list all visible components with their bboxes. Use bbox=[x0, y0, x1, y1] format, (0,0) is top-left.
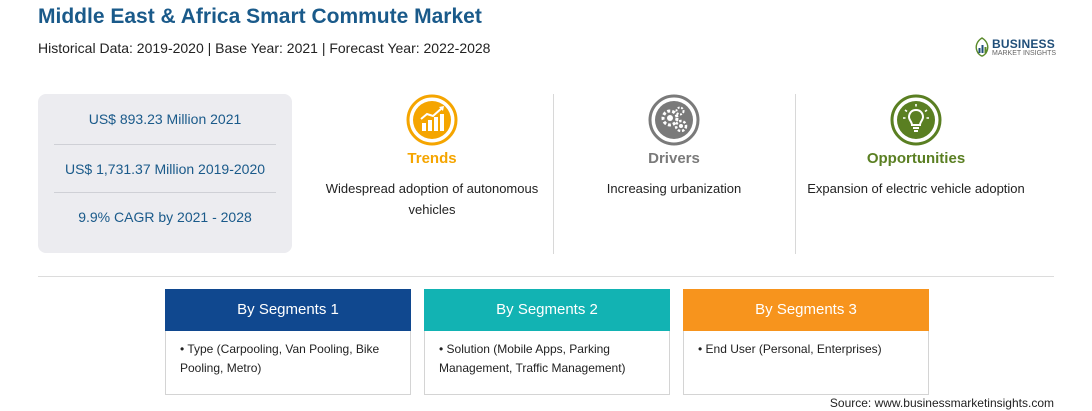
segment-card-2: By Segments 2 • Solution (Mobile Apps, P… bbox=[424, 289, 670, 395]
drivers-title: Drivers bbox=[648, 150, 700, 167]
stat-market-2021: US$ 893.23 Million 2021 bbox=[88, 111, 242, 127]
page-subtitle: Historical Data: 2019-2020 | Base Year: … bbox=[38, 40, 491, 56]
drivers-text: Increasing urbanization bbox=[606, 181, 742, 196]
trends-column: Trends Widespread adoption of autonomous… bbox=[312, 94, 552, 254]
opportunities-column: Opportunities Expansion of electric vehi… bbox=[796, 94, 1036, 254]
company-logo: BUSINESS MARKET INSIGHTS bbox=[974, 36, 1064, 60]
segment-1-item-text: Type (Carpooling, Van Pooling, Bike Pool… bbox=[180, 342, 380, 375]
segment-card-1: By Segments 1 • Type (Carpooling, Van Po… bbox=[165, 289, 411, 395]
segment-1-header: By Segments 1 bbox=[165, 289, 411, 331]
segment-2-header: By Segments 2 bbox=[424, 289, 670, 331]
stat-cagr: 9.9% CAGR by 2021 - 2028 bbox=[78, 209, 252, 225]
segment-2-item: • Solution (Mobile Apps, Parking Managem… bbox=[439, 342, 626, 375]
opportunities-text: Expansion of electric vehicle adoption bbox=[807, 181, 1025, 196]
segment-card-3: By Segments 3 • End User (Personal, Ente… bbox=[683, 289, 929, 395]
segment-1-item: • Type (Carpooling, Van Pooling, Bike Po… bbox=[180, 342, 380, 375]
segment-3-item: • End User (Personal, Enterprises) bbox=[698, 342, 882, 356]
segment-3-item-text: End User (Personal, Enterprises) bbox=[705, 342, 882, 356]
trend-chart-icon bbox=[406, 94, 458, 146]
section-divider bbox=[38, 276, 1054, 277]
segment-2-item-text: Solution (Mobile Apps, Parking Managemen… bbox=[439, 342, 626, 375]
column-divider bbox=[795, 94, 796, 254]
stat-market-historical: US$ 1,731.37 Million 2019-2020 bbox=[64, 161, 266, 177]
segment-3-header: By Segments 3 bbox=[683, 289, 929, 331]
lightbulb-icon bbox=[890, 94, 942, 146]
source-note: Source: www.businessmarketinsights.com bbox=[829, 396, 1054, 410]
stat-divider bbox=[54, 192, 276, 193]
drivers-column: Drivers Increasing urbanization bbox=[554, 94, 794, 254]
column-divider bbox=[553, 94, 554, 254]
logo-mark-icon bbox=[975, 37, 989, 57]
trends-text: Widespread adoption of autonomous vehicl… bbox=[325, 181, 539, 217]
stat-divider bbox=[54, 144, 276, 145]
logo-main-text: BUSINESS bbox=[992, 37, 1055, 51]
opportunities-title: Opportunities bbox=[866, 150, 966, 167]
trends-title: Trends bbox=[407, 150, 457, 167]
gears-icon bbox=[648, 94, 700, 146]
page-title: Middle East & Africa Smart Commute Marke… bbox=[38, 5, 482, 28]
logo-sub-text: MARKET INSIGHTS bbox=[992, 50, 1057, 57]
stats-box: US$ 893.23 Million 2021 US$ 1,731.37 Mil… bbox=[38, 94, 292, 253]
